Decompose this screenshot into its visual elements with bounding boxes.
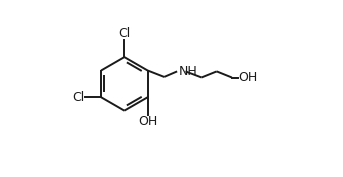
Text: NH: NH: [179, 65, 197, 78]
Text: Cl: Cl: [118, 27, 130, 39]
Text: OH: OH: [238, 71, 258, 84]
Text: OH: OH: [138, 115, 157, 128]
Text: Cl: Cl: [72, 91, 84, 104]
